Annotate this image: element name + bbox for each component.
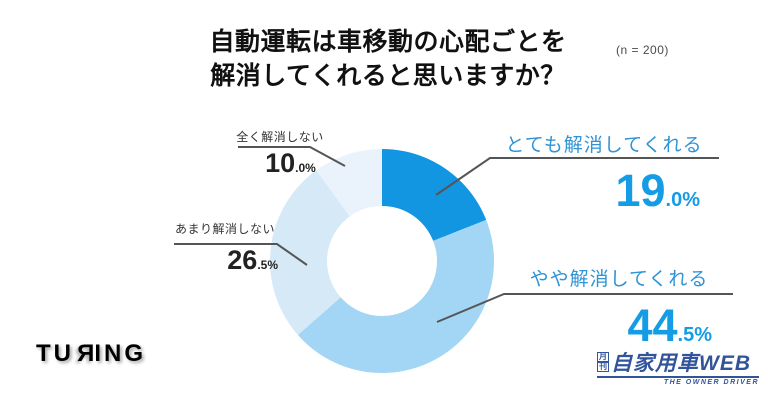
chart-title-line2: 解消してくれると思いますか？ [210,61,566,90]
callout-value-totemo-suffix: .0% [665,189,700,211]
turing-logo-part2: ING [94,340,147,367]
publisher-logo-prefix: 月 刊 [597,352,609,374]
callout-label-mattaku: 全く解消しない [236,130,324,144]
publisher-tagline: THE OWNER DRIVER [663,379,759,386]
callout-value-mattaku-suffix: .0% [295,161,316,175]
callout-value-mattaku-main: 10 [265,148,296,178]
publisher-prefix-top: 月 [597,352,609,362]
callout-label-yaya: やや解消してくれる [529,269,709,290]
callout-label-amari: あまり解消しない [174,222,275,236]
publisher-prefix-bottom: 刊 [597,362,609,372]
callout-value-yaya-main: 44 [627,300,678,351]
turing-logo-part1: TU [36,340,74,367]
publisher-name: 自家用車WEB [611,352,751,375]
donut-hole [327,206,437,316]
publisher-logo-row: 月 刊 自家用車WEB [597,352,759,374]
sample-size-label: (n = 200) [616,43,669,57]
callout-value-yaya-suffix: .5% [677,324,712,346]
callout-value-totemo: 19.0% [480,168,700,213]
callout-value-amari: 26.5% [171,247,278,274]
turing-logo: TURING [36,340,146,368]
publisher-underline [597,376,759,378]
callout-value-mattaku: 10.0% [243,150,338,177]
chart-title-line1: 自動運転は車移動の心配ごとを [209,28,567,56]
chart-title: 自動運転は車移動の心配ごとを 解消してくれると思いますか？ [114,26,662,94]
callout-label-totemo: とても解消してくれる [505,135,703,156]
callout-value-amari-suffix: .5% [257,258,278,272]
callout-value-totemo-main: 19 [615,165,666,216]
publisher-logo: 月 刊 自家用車WEB THE OWNER DRIVER [597,352,759,386]
callout-value-amari-main: 26 [227,245,258,275]
donut-chart [270,149,494,373]
callout-value-yaya: 44.5% [490,303,712,348]
turing-logo-reversed-r: R [74,340,95,367]
